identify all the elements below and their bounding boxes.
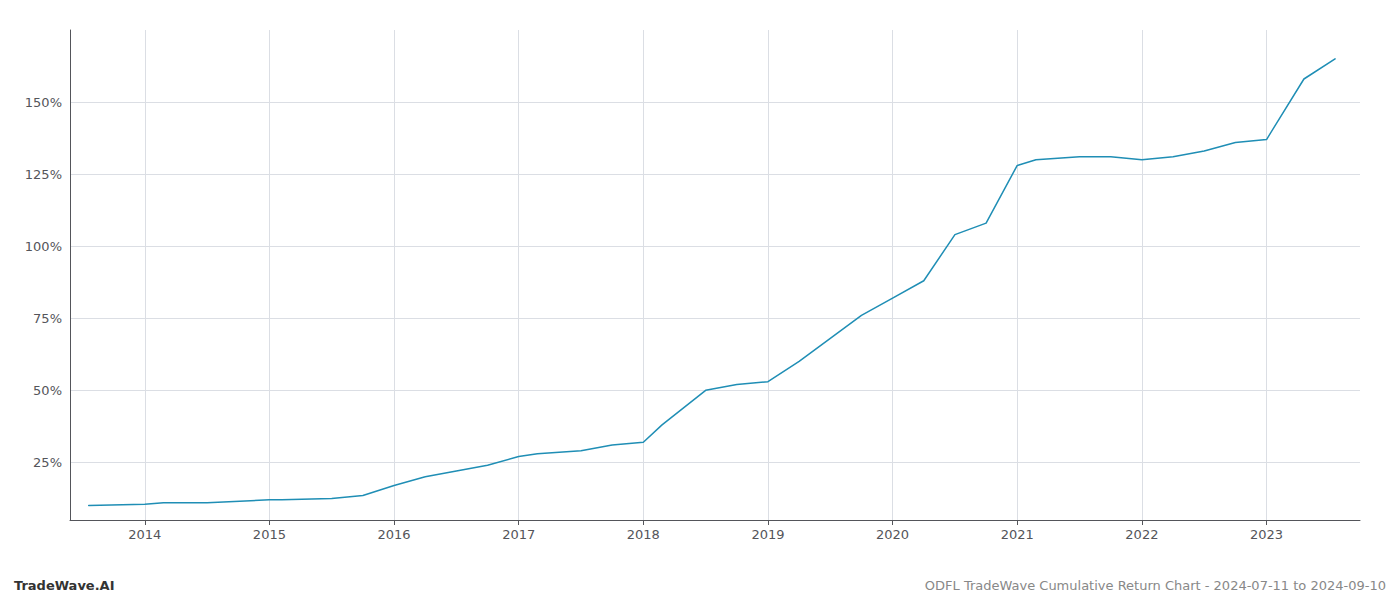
svg-text:75%: 75% (33, 311, 62, 326)
svg-text:150%: 150% (25, 95, 62, 110)
svg-text:2023: 2023 (1250, 527, 1283, 542)
svg-text:50%: 50% (33, 383, 62, 398)
svg-text:ODFL TradeWave Cumulative Retu: ODFL TradeWave Cumulative Return Chart -… (925, 578, 1386, 593)
svg-text:2021: 2021 (1001, 527, 1034, 542)
svg-text:2018: 2018 (627, 527, 660, 542)
svg-text:TradeWave.AI: TradeWave.AI (14, 578, 115, 593)
svg-text:2017: 2017 (502, 527, 535, 542)
svg-text:2022: 2022 (1125, 527, 1158, 542)
svg-text:25%: 25% (33, 455, 62, 470)
svg-text:2014: 2014 (128, 527, 161, 542)
svg-text:2019: 2019 (751, 527, 784, 542)
svg-text:2020: 2020 (876, 527, 909, 542)
svg-text:2016: 2016 (378, 527, 411, 542)
svg-text:2015: 2015 (253, 527, 286, 542)
svg-text:125%: 125% (25, 167, 62, 182)
svg-text:100%: 100% (25, 239, 62, 254)
